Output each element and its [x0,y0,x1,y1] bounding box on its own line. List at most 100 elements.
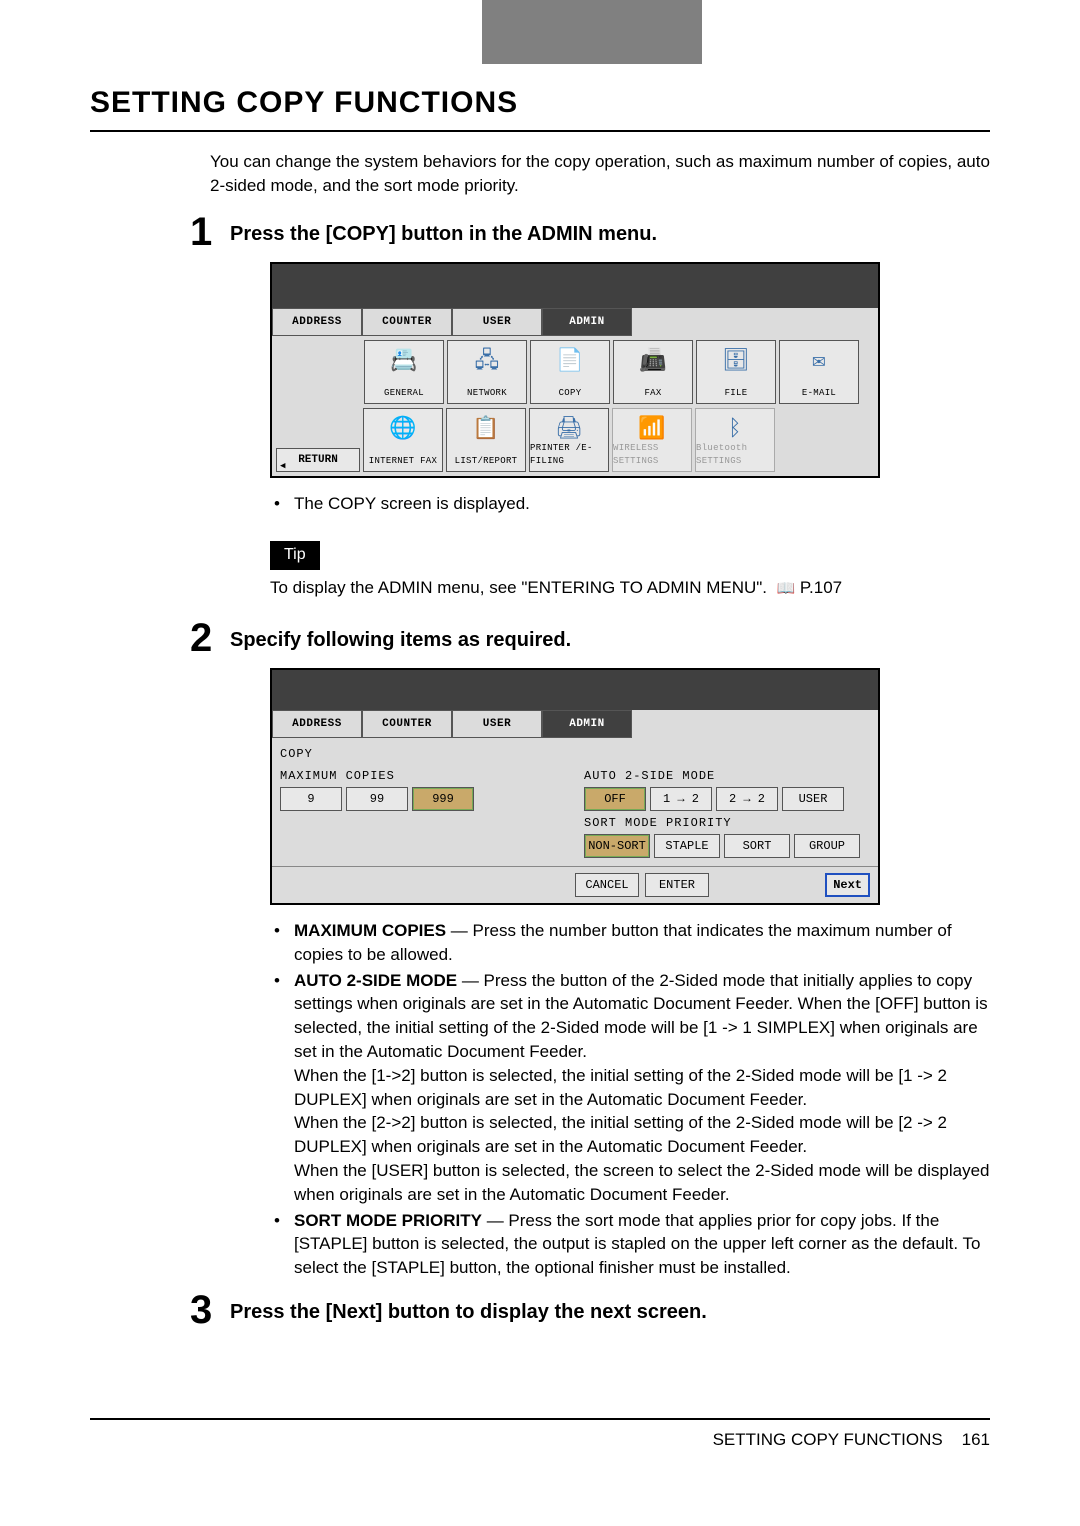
auto2-2to2[interactable]: 2 → 2 [716,787,778,811]
footer-text: SETTING COPY FUNCTIONS [713,1430,943,1449]
book-icon: 📖 [776,580,795,597]
ss1-titlebar [272,264,878,308]
footer-page: 161 [962,1430,990,1449]
email-icon: ✉ [780,347,858,378]
page-content: SETTING COPY FUNCTIONS You can change th… [0,82,1080,1378]
tab-counter[interactable]: COUNTER [362,710,452,738]
printer-icon: 🖨 [530,415,608,446]
bullet-item: MAXIMUM COPIES — Press the number button… [270,919,990,967]
btn-email[interactable]: ✉ E-MAIL [779,340,859,404]
btn-general[interactable]: 📇GENERAL [364,340,444,404]
maxcopies-label: MAXIMUM COPIES [280,768,566,785]
step-1: 1 Press the [COPY] button in the ADMIN m… [190,212,990,252]
sort-group[interactable]: GROUP [794,834,860,858]
ss2-titlebar [272,670,878,710]
tip-label: Tip [270,541,320,569]
internet-fax-icon: 🌐 [364,415,442,446]
sort-staple[interactable]: STAPLE [654,834,720,858]
title-underline [90,130,990,132]
btn-bluetooth: ᛒBluetooth SETTINGS [695,408,775,472]
bluetooth-icon: ᛒ [696,415,774,446]
cell-label: PRINTER /E-FILING [530,442,608,467]
step-1-body: ADDRESS COUNTER USER ADMIN 📇GENERAL 🖧 NET… [270,262,990,600]
auto2-user[interactable]: USER [782,787,844,811]
enter-button[interactable]: ENTER [645,873,709,897]
tab-admin[interactable]: ADMIN [542,308,632,336]
btn-list-report[interactable]: 📋 LIST/REPORT [446,408,526,472]
btn-copy[interactable]: 📄 COPY [530,340,610,404]
auto2-1to2[interactable]: 1 → 2 [650,787,712,811]
btn-fax[interactable]: 📠 FAX [613,340,693,404]
cell-label: FAX [644,387,661,400]
bullet-label: AUTO 2-SIDE MODE [294,971,457,990]
btn-file[interactable]: 🗄 FILE [696,340,776,404]
ss2-right-col: AUTO 2-SIDE MODE OFF 1 → 2 2 → 2 USER SO… [584,764,870,858]
step-2: 2 Specify following items as required. [190,618,990,658]
cell-label: COPY [559,387,582,400]
tab-address[interactable]: ADDRESS [272,308,362,336]
bullet-label: MAXIMUM COPIES [294,921,446,940]
wireless-icon: 📶 [613,415,691,446]
ss1-grid-row1: 📇GENERAL 🖧 NETWORK 📄 COPY 📠 FAX 🗄 FILE ✉ E-MA… [272,336,878,408]
bullet-text: SORT MODE PRIORITY — Press the sort mode… [294,1209,990,1280]
cell-label: INTERNET FAX [369,455,437,468]
network-icon: 🖧 [448,347,526,378]
tab-admin[interactable]: ADMIN [542,710,632,738]
bullet-para: When the [1->2] button is selected, the … [294,1066,947,1109]
bullet-label: SORT MODE PRIORITY [294,1211,482,1230]
tab-counter[interactable]: COUNTER [362,308,452,336]
bullet-item: SORT MODE PRIORITY — Press the sort mode… [270,1209,990,1280]
btn-printer-efiling[interactable]: 🖨PRINTER /E-FILING [529,408,609,472]
step-number: 1 [190,212,230,252]
ss1-row2: RETURN 🌐 INTERNET FAX 📋 LIST/REPORT 🖨PRINT… [272,408,878,476]
btn-internet-fax[interactable]: 🌐 INTERNET FAX [363,408,443,472]
ss2-body: COPY MAXIMUM COPIES 9 99 999 AUTO 2-SIDE… [272,738,878,866]
admin-menu-screenshot: ADDRESS COUNTER USER ADMIN 📇GENERAL 🖧 NET… [270,262,880,478]
page-top-bar [0,0,1080,64]
step-title: Press the [COPY] button in the ADMIN men… [230,212,657,248]
page-title: SETTING COPY FUNCTIONS [90,82,990,124]
step2-bullets: MAXIMUM COPIES — Press the number button… [270,919,990,1280]
next-button[interactable]: Next [825,873,870,897]
cell-label: Bluetooth SETTINGS [696,442,774,467]
auto2-label: AUTO 2-SIDE MODE [584,768,870,785]
cell-label: GENERAL [384,387,424,400]
page-footer: SETTING COPY FUNCTIONS 161 [90,1418,990,1452]
fax-icon: 📠 [614,347,692,378]
list-report-icon: 📋 [447,415,525,446]
maxcopies-99[interactable]: 99 [346,787,408,811]
bullet-text: The COPY screen is displayed. [294,492,990,516]
auto2-off[interactable]: OFF [584,787,646,811]
sort-nonsort[interactable]: NON-SORT [584,834,650,858]
ss2-columns: MAXIMUM COPIES 9 99 999 AUTO 2-SIDE MODE… [280,764,870,858]
cell-label: FILE [725,387,748,400]
bullet-para: When the [2->2] button is selected, the … [294,1113,947,1156]
bullet-text: AUTO 2-SIDE MODE — Press the button of t… [294,969,990,1207]
ss1-tabs: ADDRESS COUNTER USER ADMIN [272,308,878,336]
tab-user[interactable]: USER [452,710,542,738]
tab-address[interactable]: ADDRESS [272,710,362,738]
sort-row: NON-SORT STAPLE SORT GROUP [584,834,870,858]
maxcopies-999[interactable]: 999 [412,787,474,811]
bullet-item: The COPY screen is displayed. [270,492,990,516]
ss2-bottom-center: CANCEL ENTER [575,873,709,897]
cell-label: E-MAIL [802,387,836,400]
maxcopies-9[interactable]: 9 [280,787,342,811]
tip-text: To display the ADMIN menu, see "ENTERING… [270,576,990,600]
file-icon: 🗄 [697,347,775,378]
return-button[interactable]: RETURN [276,448,360,472]
tip-body: To display the ADMIN menu, see "ENTERING… [270,578,767,597]
cell-label: LIST/REPORT [455,455,518,468]
maxcopies-row: 9 99 999 [280,787,566,811]
copy-icon: 📄 [531,347,609,378]
cancel-button[interactable]: CANCEL [575,873,639,897]
step-2-body: ADDRESS COUNTER USER ADMIN COPY MAXIMUM … [270,668,990,1280]
cell-label: NETWORK [467,387,507,400]
tab-user[interactable]: USER [452,308,542,336]
step-title: Specify following items as required. [230,618,571,654]
bullet-text: MAXIMUM COPIES — Press the number button… [294,919,990,967]
btn-network[interactable]: 🖧 NETWORK [447,340,527,404]
copy-settings-screenshot: ADDRESS COUNTER USER ADMIN COPY MAXIMUM … [270,668,880,905]
bullet-item: AUTO 2-SIDE MODE — Press the button of t… [270,969,990,1207]
sort-sort[interactable]: SORT [724,834,790,858]
